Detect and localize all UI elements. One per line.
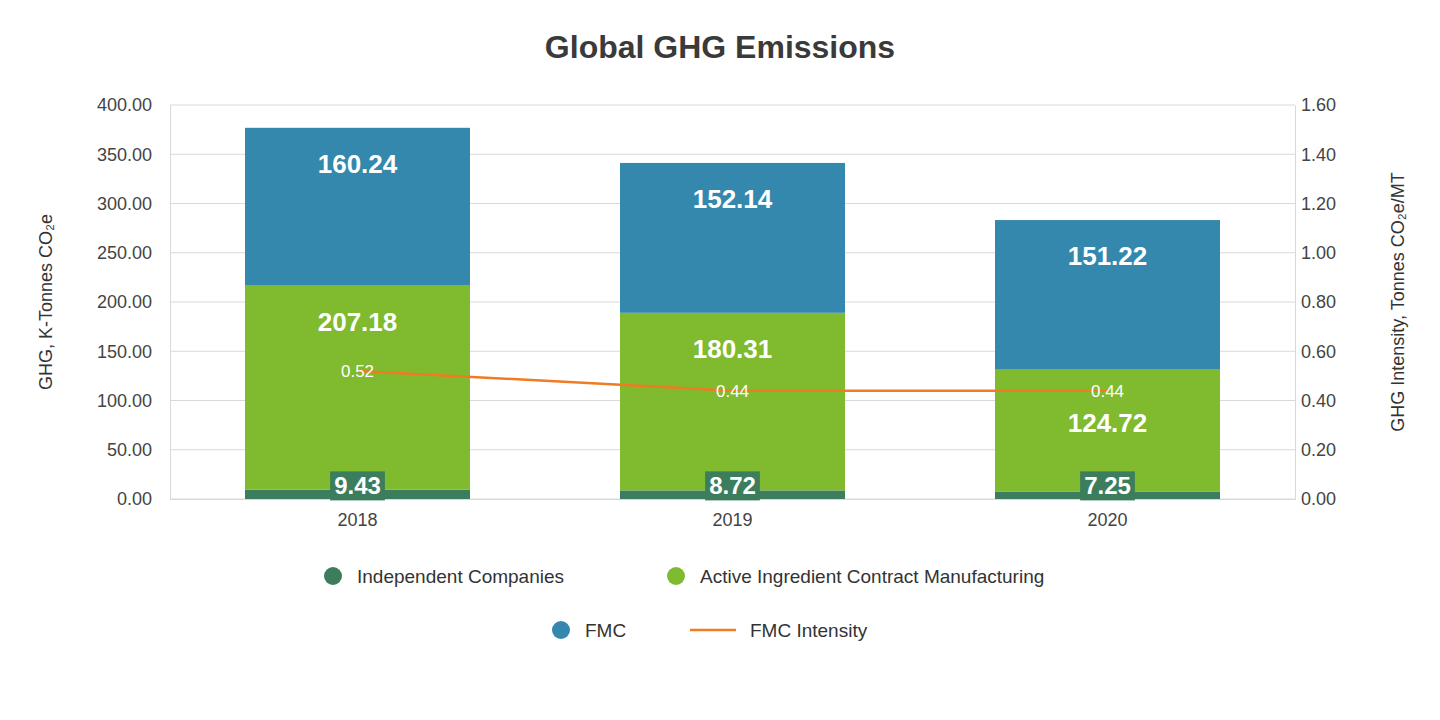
tick-label: 1.00 bbox=[1301, 243, 1336, 263]
legend-symbol bbox=[324, 567, 342, 585]
data-label: 180.31 bbox=[693, 334, 773, 364]
legend-symbol bbox=[690, 629, 736, 632]
bar bbox=[995, 220, 1220, 369]
tick-label: 1.60 bbox=[1301, 95, 1336, 115]
tick-label: 100.00 bbox=[97, 391, 152, 411]
grid bbox=[170, 105, 1295, 499]
tick: 150.00 bbox=[97, 342, 170, 362]
tick: 0.00 bbox=[117, 489, 170, 509]
data-label-box bbox=[330, 471, 385, 500]
data-label: 207.18 bbox=[318, 307, 398, 337]
legend-symbol bbox=[552, 621, 570, 639]
grid-line bbox=[170, 105, 1295, 106]
y-axis-title: GHG, K-Tonnes CO₂e bbox=[36, 214, 56, 390]
tick: 200.00 bbox=[97, 292, 170, 312]
tick: 350.00 bbox=[97, 145, 170, 165]
plot-marks bbox=[245, 128, 1220, 499]
legend: Independent Companies Active Ingredient C… bbox=[324, 566, 1044, 641]
chart-title: Global GHG Emissions bbox=[545, 29, 895, 65]
data-label: 8.72 bbox=[709, 472, 756, 499]
legend-label: FMC Intensity bbox=[750, 620, 868, 641]
tick: 2019 bbox=[712, 499, 752, 530]
tick-label: 0.40 bbox=[1301, 391, 1336, 411]
chart-svg: Global GHG Emissions 0.00 50.00 100.00 150.0… bbox=[0, 0, 1440, 720]
tick-label: 300.00 bbox=[97, 194, 152, 214]
bar bbox=[245, 128, 470, 286]
data-label: 160.24 bbox=[318, 149, 398, 179]
tick: 2020 bbox=[1087, 499, 1127, 530]
legend-item: Independent Companies bbox=[324, 566, 564, 587]
y2-axis-title: GHG Intensity, Tonnes CO₂e/MT bbox=[1388, 172, 1408, 431]
bar bbox=[245, 286, 470, 490]
tick: 0.80 bbox=[1295, 292, 1336, 312]
tick: 100.00 bbox=[97, 391, 170, 411]
tick: 2018 bbox=[337, 499, 377, 530]
legend-label: Active Ingredient Contract Manufacturing bbox=[700, 566, 1044, 587]
tick-label: 0.20 bbox=[1301, 440, 1336, 460]
tick-label: 150.00 bbox=[97, 342, 152, 362]
tick-label: 350.00 bbox=[97, 145, 152, 165]
data-label: 7.25 bbox=[1084, 472, 1131, 499]
tick-label: 2018 bbox=[337, 510, 377, 530]
data-label: 0.44 bbox=[716, 382, 749, 401]
tick: 50.00 bbox=[107, 440, 170, 460]
tick: 0.00 bbox=[1295, 489, 1336, 509]
data-label: 124.72 bbox=[1068, 408, 1148, 438]
tick: 1.20 bbox=[1295, 194, 1336, 214]
tick: 400.00 bbox=[97, 95, 170, 115]
bar bbox=[620, 313, 845, 491]
data-labels: 0.52 0.44 0.44 9.43 8.72 7.25 207.18 180.31 124.… bbox=[318, 149, 1148, 500]
y-axis: 0.00 50.00 100.00 150.00 200.00 250.00 300.00 3… bbox=[97, 95, 171, 509]
x-axis: 2018 2019 2020 bbox=[171, 499, 1296, 530]
tick-label: 2019 bbox=[712, 510, 752, 530]
bar bbox=[620, 163, 845, 313]
tick-label: 250.00 bbox=[97, 243, 152, 263]
data-label: 151.22 bbox=[1068, 241, 1148, 271]
legend-item: Active Ingredient Contract Manufacturing bbox=[667, 566, 1044, 587]
axis-line bbox=[1295, 106, 1296, 500]
legend-item: FMC Intensity bbox=[690, 620, 868, 641]
tick: 0.20 bbox=[1295, 440, 1336, 460]
tick: 250.00 bbox=[97, 243, 170, 263]
tick-label: 0.00 bbox=[117, 489, 152, 509]
tick-label: 0.80 bbox=[1301, 292, 1336, 312]
y2-axis: 0.00 0.20 0.40 0.60 0.80 1.00 1.20 1.40 1.60 bbox=[1295, 95, 1336, 509]
tick: 1.00 bbox=[1295, 243, 1336, 263]
tick-label: 0.00 bbox=[1301, 489, 1336, 509]
tick: 300.00 bbox=[97, 194, 170, 214]
tick: 1.60 bbox=[1295, 95, 1336, 115]
legend-symbol bbox=[667, 567, 685, 585]
tick-label: 0.60 bbox=[1301, 342, 1336, 362]
tick: 0.60 bbox=[1295, 342, 1336, 362]
axis-line bbox=[170, 106, 171, 500]
legend-item: FMC bbox=[552, 620, 626, 641]
data-label: 152.14 bbox=[693, 184, 773, 214]
tick: 0.40 bbox=[1295, 391, 1336, 411]
tick-label: 50.00 bbox=[107, 440, 152, 460]
data-label-box bbox=[705, 471, 760, 500]
tick-label: 2020 bbox=[1087, 510, 1127, 530]
tick: 1.40 bbox=[1295, 145, 1336, 165]
data-label: 0.52 bbox=[341, 362, 374, 381]
data-label-box bbox=[1080, 471, 1135, 500]
tick-label: 1.40 bbox=[1301, 145, 1336, 165]
data-label: 9.43 bbox=[334, 472, 381, 499]
tick-label: 400.00 bbox=[97, 95, 152, 115]
tick-label: 200.00 bbox=[97, 292, 152, 312]
tick-label: 1.20 bbox=[1301, 194, 1336, 214]
legend-label: Independent Companies bbox=[357, 566, 564, 587]
legend-label: FMC bbox=[585, 620, 626, 641]
data-label: 0.44 bbox=[1091, 382, 1124, 401]
